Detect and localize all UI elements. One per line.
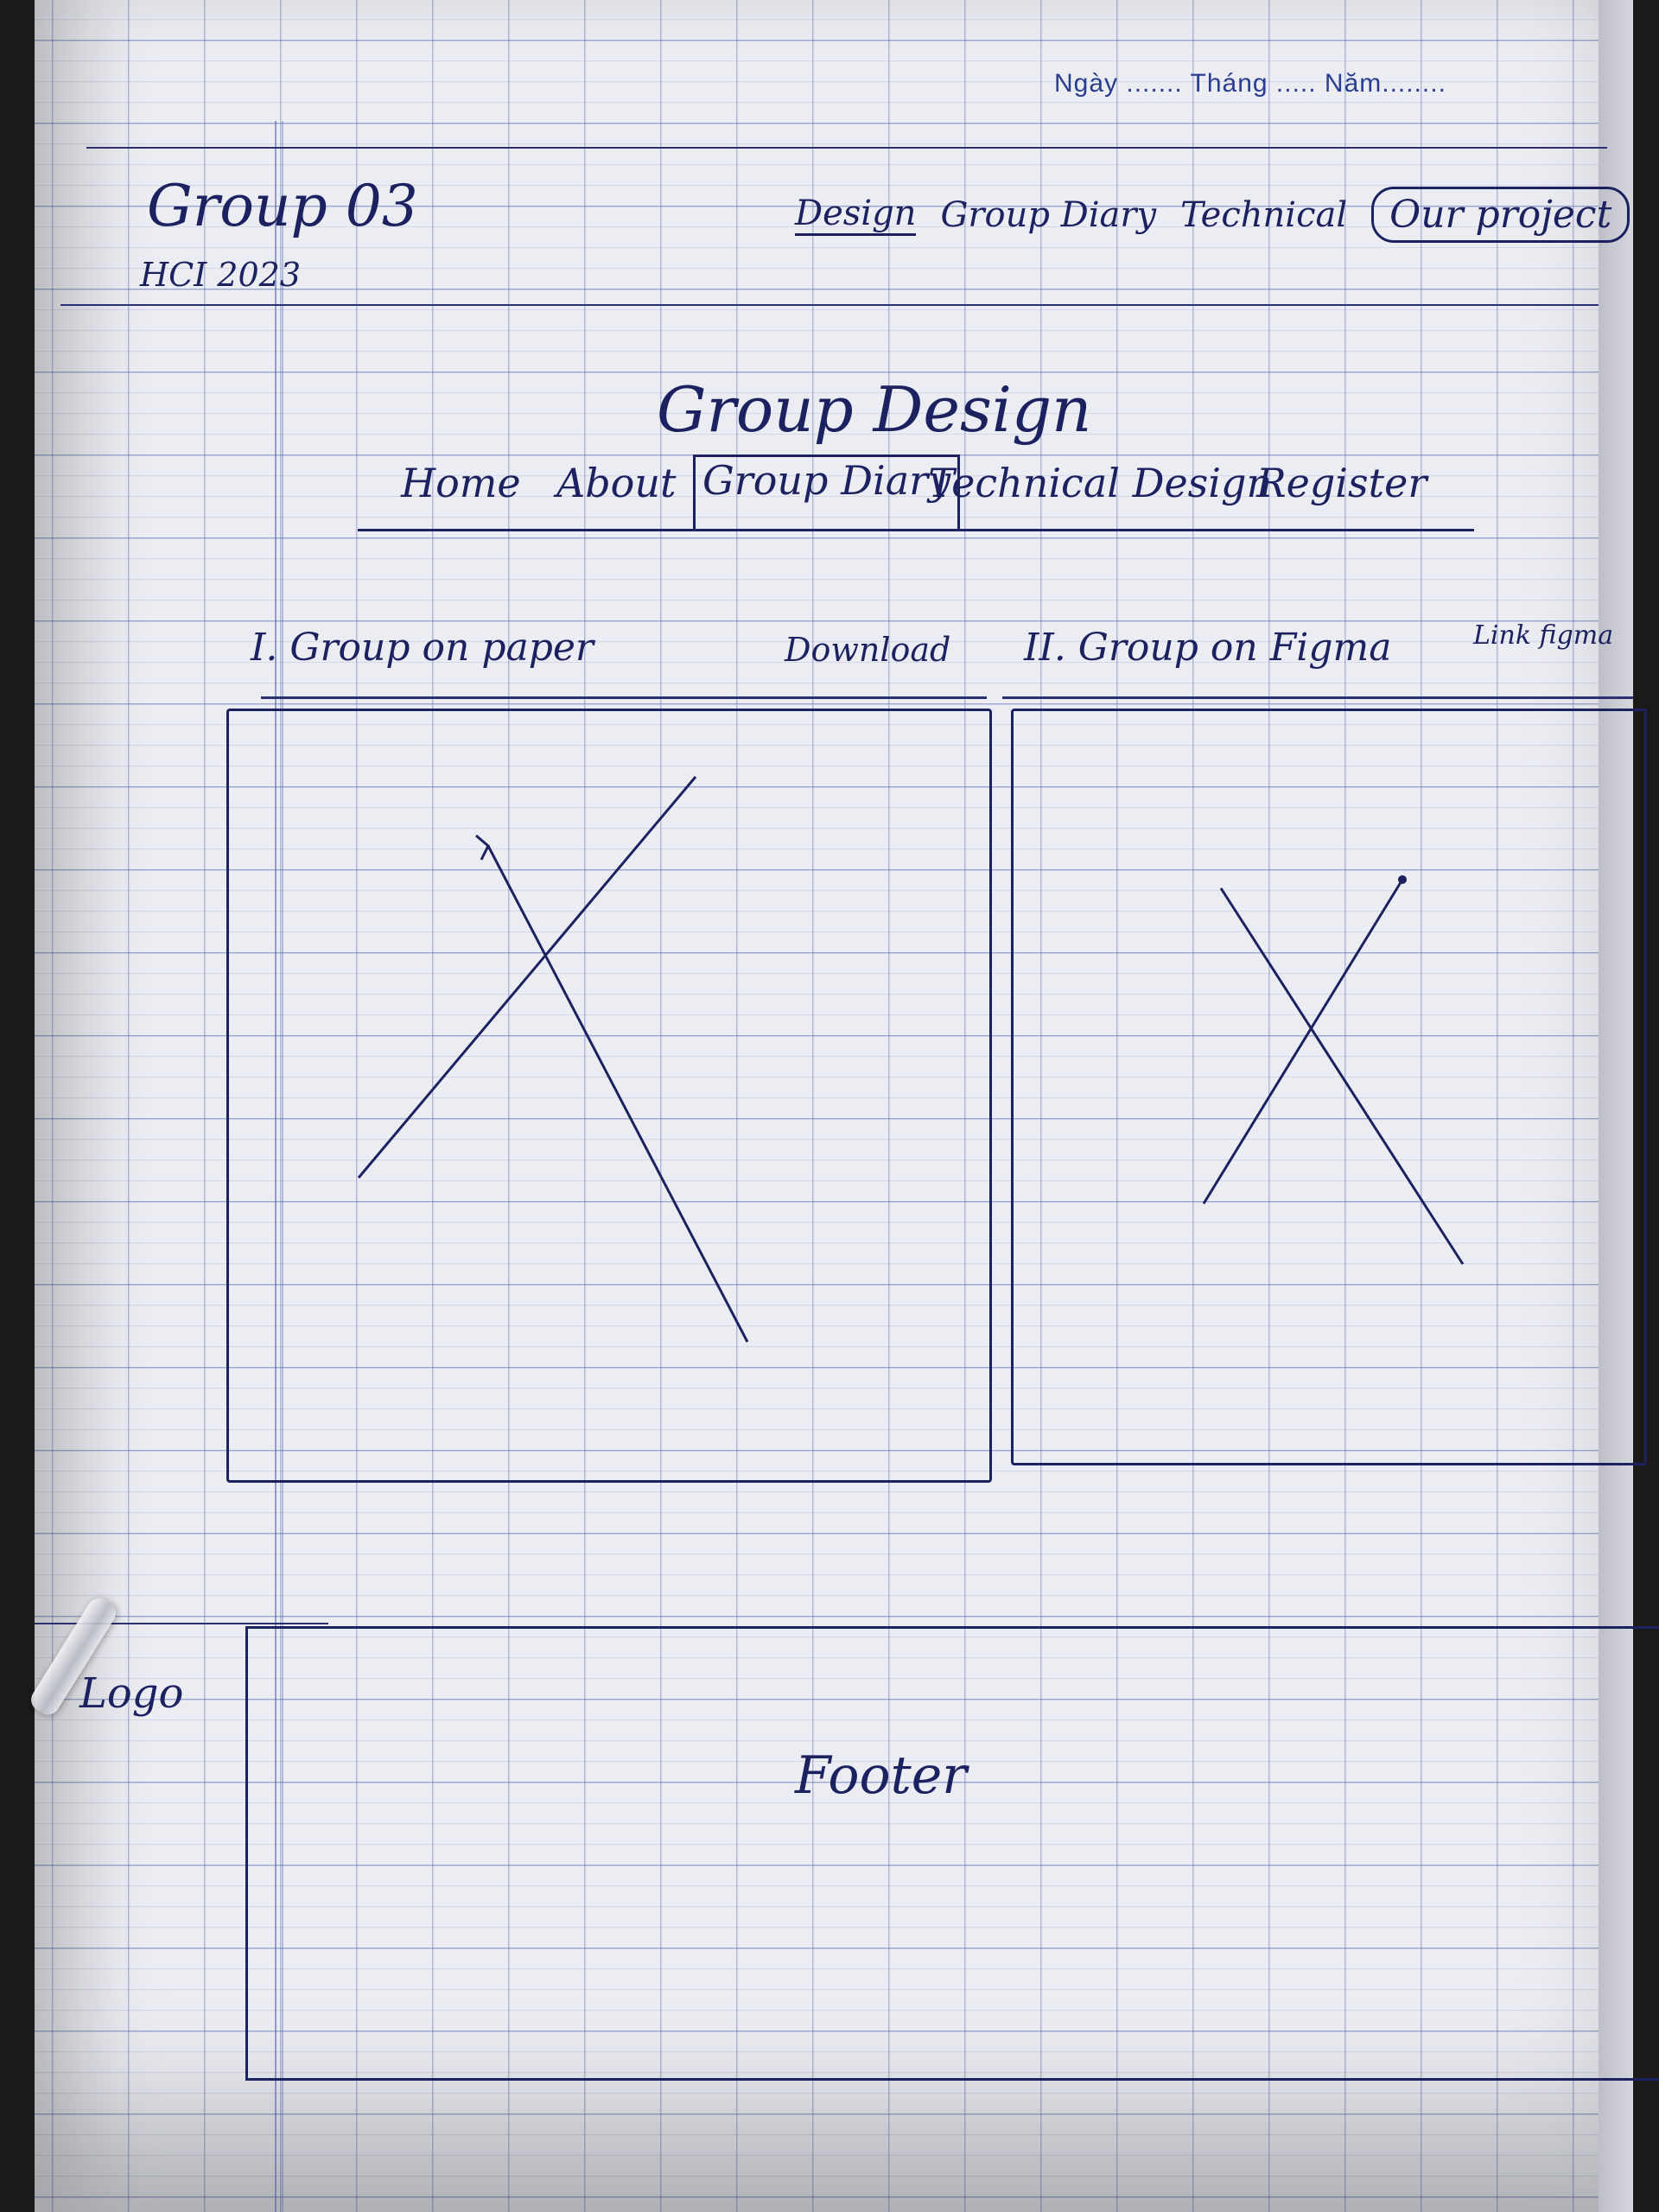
footer-box [245, 1626, 1659, 2081]
page-title: Group Design [657, 373, 1092, 446]
page-edge [1599, 0, 1633, 2212]
header-bottom-rule [60, 304, 1599, 306]
tab-about[interactable]: About [556, 460, 677, 506]
footer-logo-rule [35, 1623, 328, 1624]
download-button[interactable]: Download [785, 631, 951, 669]
placeholder-cross-icon [1202, 875, 1465, 1265]
nav-item-group-diary[interactable]: Group Diary [940, 194, 1157, 235]
notebook-page: Ngày ....... Tháng ..... Năm........ Gro… [26, 0, 1659, 2212]
footer-logo[interactable]: Logo [79, 1669, 184, 1718]
paper-image-placeholder [226, 709, 992, 1483]
tab-register[interactable]: Register [1256, 460, 1427, 506]
header-top-rule [86, 147, 1607, 149]
tab-home[interactable]: Home [401, 460, 521, 506]
tab-group-diary[interactable]: Group Diary [693, 454, 961, 531]
brand-title[interactable]: Group 03 [147, 173, 418, 239]
margin-line [275, 121, 283, 2212]
brand-subtitle: HCI 2023 [140, 256, 302, 294]
top-nav: Design Group Diary Technical Our project [795, 187, 1630, 243]
figma-image-placeholder [1011, 709, 1647, 1465]
section-figma-title: II. Group on Figma [1024, 626, 1392, 670]
link-figma-button[interactable]: Link figma [1473, 620, 1614, 651]
our-project-button[interactable]: Our project [1371, 187, 1630, 243]
placeholder-cross-icon [357, 776, 749, 1343]
section-paper-title: I. Group on paper [251, 626, 594, 670]
section-paper-rule [261, 696, 987, 699]
footer-label: Footer [795, 1745, 967, 1806]
nav-item-technical[interactable]: Technical [1180, 194, 1348, 235]
date-line: Ngày ....... Tháng ..... Năm........ [1054, 69, 1446, 98]
nav-item-design[interactable]: Design [795, 194, 917, 236]
section-figma-rule [1002, 696, 1633, 699]
tab-bar: Home About Group Diary Technical Design … [358, 454, 1474, 531]
tab-technical-design[interactable]: Technical Design [928, 460, 1273, 506]
